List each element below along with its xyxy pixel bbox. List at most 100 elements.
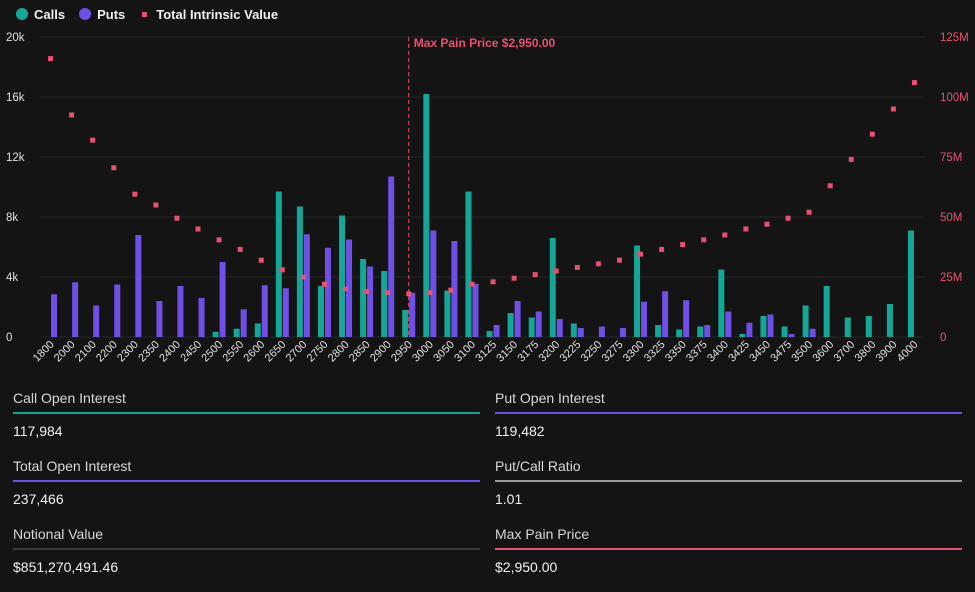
stat-put-open-interest: Put Open Interest 119,482 [495,388,962,456]
legend-item-calls[interactable]: Calls [16,7,65,22]
puts-bar [746,322,753,337]
puts-bar [788,334,795,337]
y-tick-label-left: 12k [6,152,25,164]
calls-bar [739,334,746,337]
x-tick-label: 3175 [516,339,542,365]
puts-bar [346,239,353,337]
intrinsic-value-point [321,281,327,287]
intrinsic-value-point [553,268,559,274]
x-tick-label: 3275 [600,339,626,365]
intrinsic-value-point [237,246,243,252]
x-tick-label: 2450 [178,339,204,365]
puts-bar [641,301,648,337]
calls-bar [360,259,367,337]
calls-bar [507,313,514,337]
x-tick-label: 3475 [768,339,794,365]
legend-item-intrinsic[interactable]: Total Intrinsic Value [139,7,278,22]
calls-bar [381,271,388,337]
stat-total-open-interest: Total Open Interest 237,466 [13,456,480,524]
x-tick-label: 2200 [94,339,120,365]
intrinsic-value-point [511,275,517,281]
puts-bar [514,301,521,337]
calls-bar [549,238,556,337]
puts-bar [767,314,774,337]
puts-bar [367,266,374,337]
stat-underline [495,548,962,550]
intrinsic-value-point [343,286,349,292]
puts-bar [303,234,310,337]
puts-bar [135,235,142,337]
x-tick-label: 2350 [136,339,162,365]
intrinsic-value-point [616,257,622,263]
stat-value: $851,270,491.46 [13,559,119,575]
x-tick-label: 3600 [811,339,837,365]
calls-bar [528,317,535,337]
puts-bar [72,282,79,337]
calls-bar [697,326,704,337]
stat-label: Put/Call Ratio [495,458,581,474]
calls-bar [296,206,303,337]
intrinsic-value-point [364,288,370,294]
intrinsic-value-point [406,291,412,297]
calls-bar [339,215,346,337]
intrinsic-value-point [911,80,917,86]
x-tick-label: 3425 [726,339,752,365]
x-tick-label: 2400 [157,339,183,365]
intrinsic-value-point [427,290,433,296]
intrinsic-value-point [153,202,159,208]
puts-bar [198,298,205,337]
calls-bar [760,316,767,337]
x-tick-label: 3050 [431,339,457,365]
puts-bar [93,305,100,337]
x-tick-label: 1800 [31,339,57,365]
calls-bar [254,323,261,337]
y-tick-label-left: 0 [6,332,12,344]
y-tick-label-right: 25M [940,272,962,284]
stat-label: Put Open Interest [495,390,605,406]
intrinsic-value-point [848,156,854,162]
x-tick-label: 2750 [305,339,331,365]
intrinsic-value-point [111,165,117,171]
stat-value: 1.01 [495,491,523,507]
calls-bar [781,326,788,337]
calls-bar [802,305,809,337]
calls-bar [676,329,683,337]
intrinsic-value-point [90,137,96,143]
stat-underline [495,412,962,414]
stat-call-open-interest: Call Open Interest 117,984 [13,388,480,456]
y-tick-label-right: 50M [940,212,962,224]
puts-bar [219,262,226,337]
puts-bar [662,291,669,337]
puts-bar [725,311,732,337]
x-tick-label: 2300 [115,339,141,365]
puts-bar [430,230,437,337]
intrinsic-value-point [174,215,180,221]
puts-bar [619,328,626,337]
stat-underline [13,548,480,550]
x-tick-label: 2650 [263,339,289,365]
intrinsic-value-point [574,264,580,270]
puts-bar [156,301,163,337]
intrinsic-value-point [701,237,707,243]
x-tick-label: 2500 [199,339,225,365]
intrinsic-value-point [195,226,201,232]
y-tick-label-left: 8k [6,212,18,224]
intrinsic-value-point [300,274,306,280]
intrinsic-value-point [722,232,728,238]
intrinsic-value-point [785,215,791,221]
intrinsic-value-point [764,221,770,227]
calls-bar [865,316,872,337]
calls-bar [402,310,409,337]
intrinsic-value-point [595,261,601,267]
y-tick-label-right: 125M [940,32,969,44]
legend-item-puts[interactable]: Puts [79,7,125,22]
x-tick-label: 3400 [705,339,731,365]
puts-bar [324,247,331,337]
calls-bar [634,245,641,337]
intrinsic-value-point [279,267,285,273]
intrinsic-value-point [385,290,391,296]
x-tick-label: 3100 [452,339,478,365]
x-tick-label: 2550 [221,339,247,365]
intrinsic-value-point [469,281,475,287]
legend-label-calls: Calls [34,6,66,22]
